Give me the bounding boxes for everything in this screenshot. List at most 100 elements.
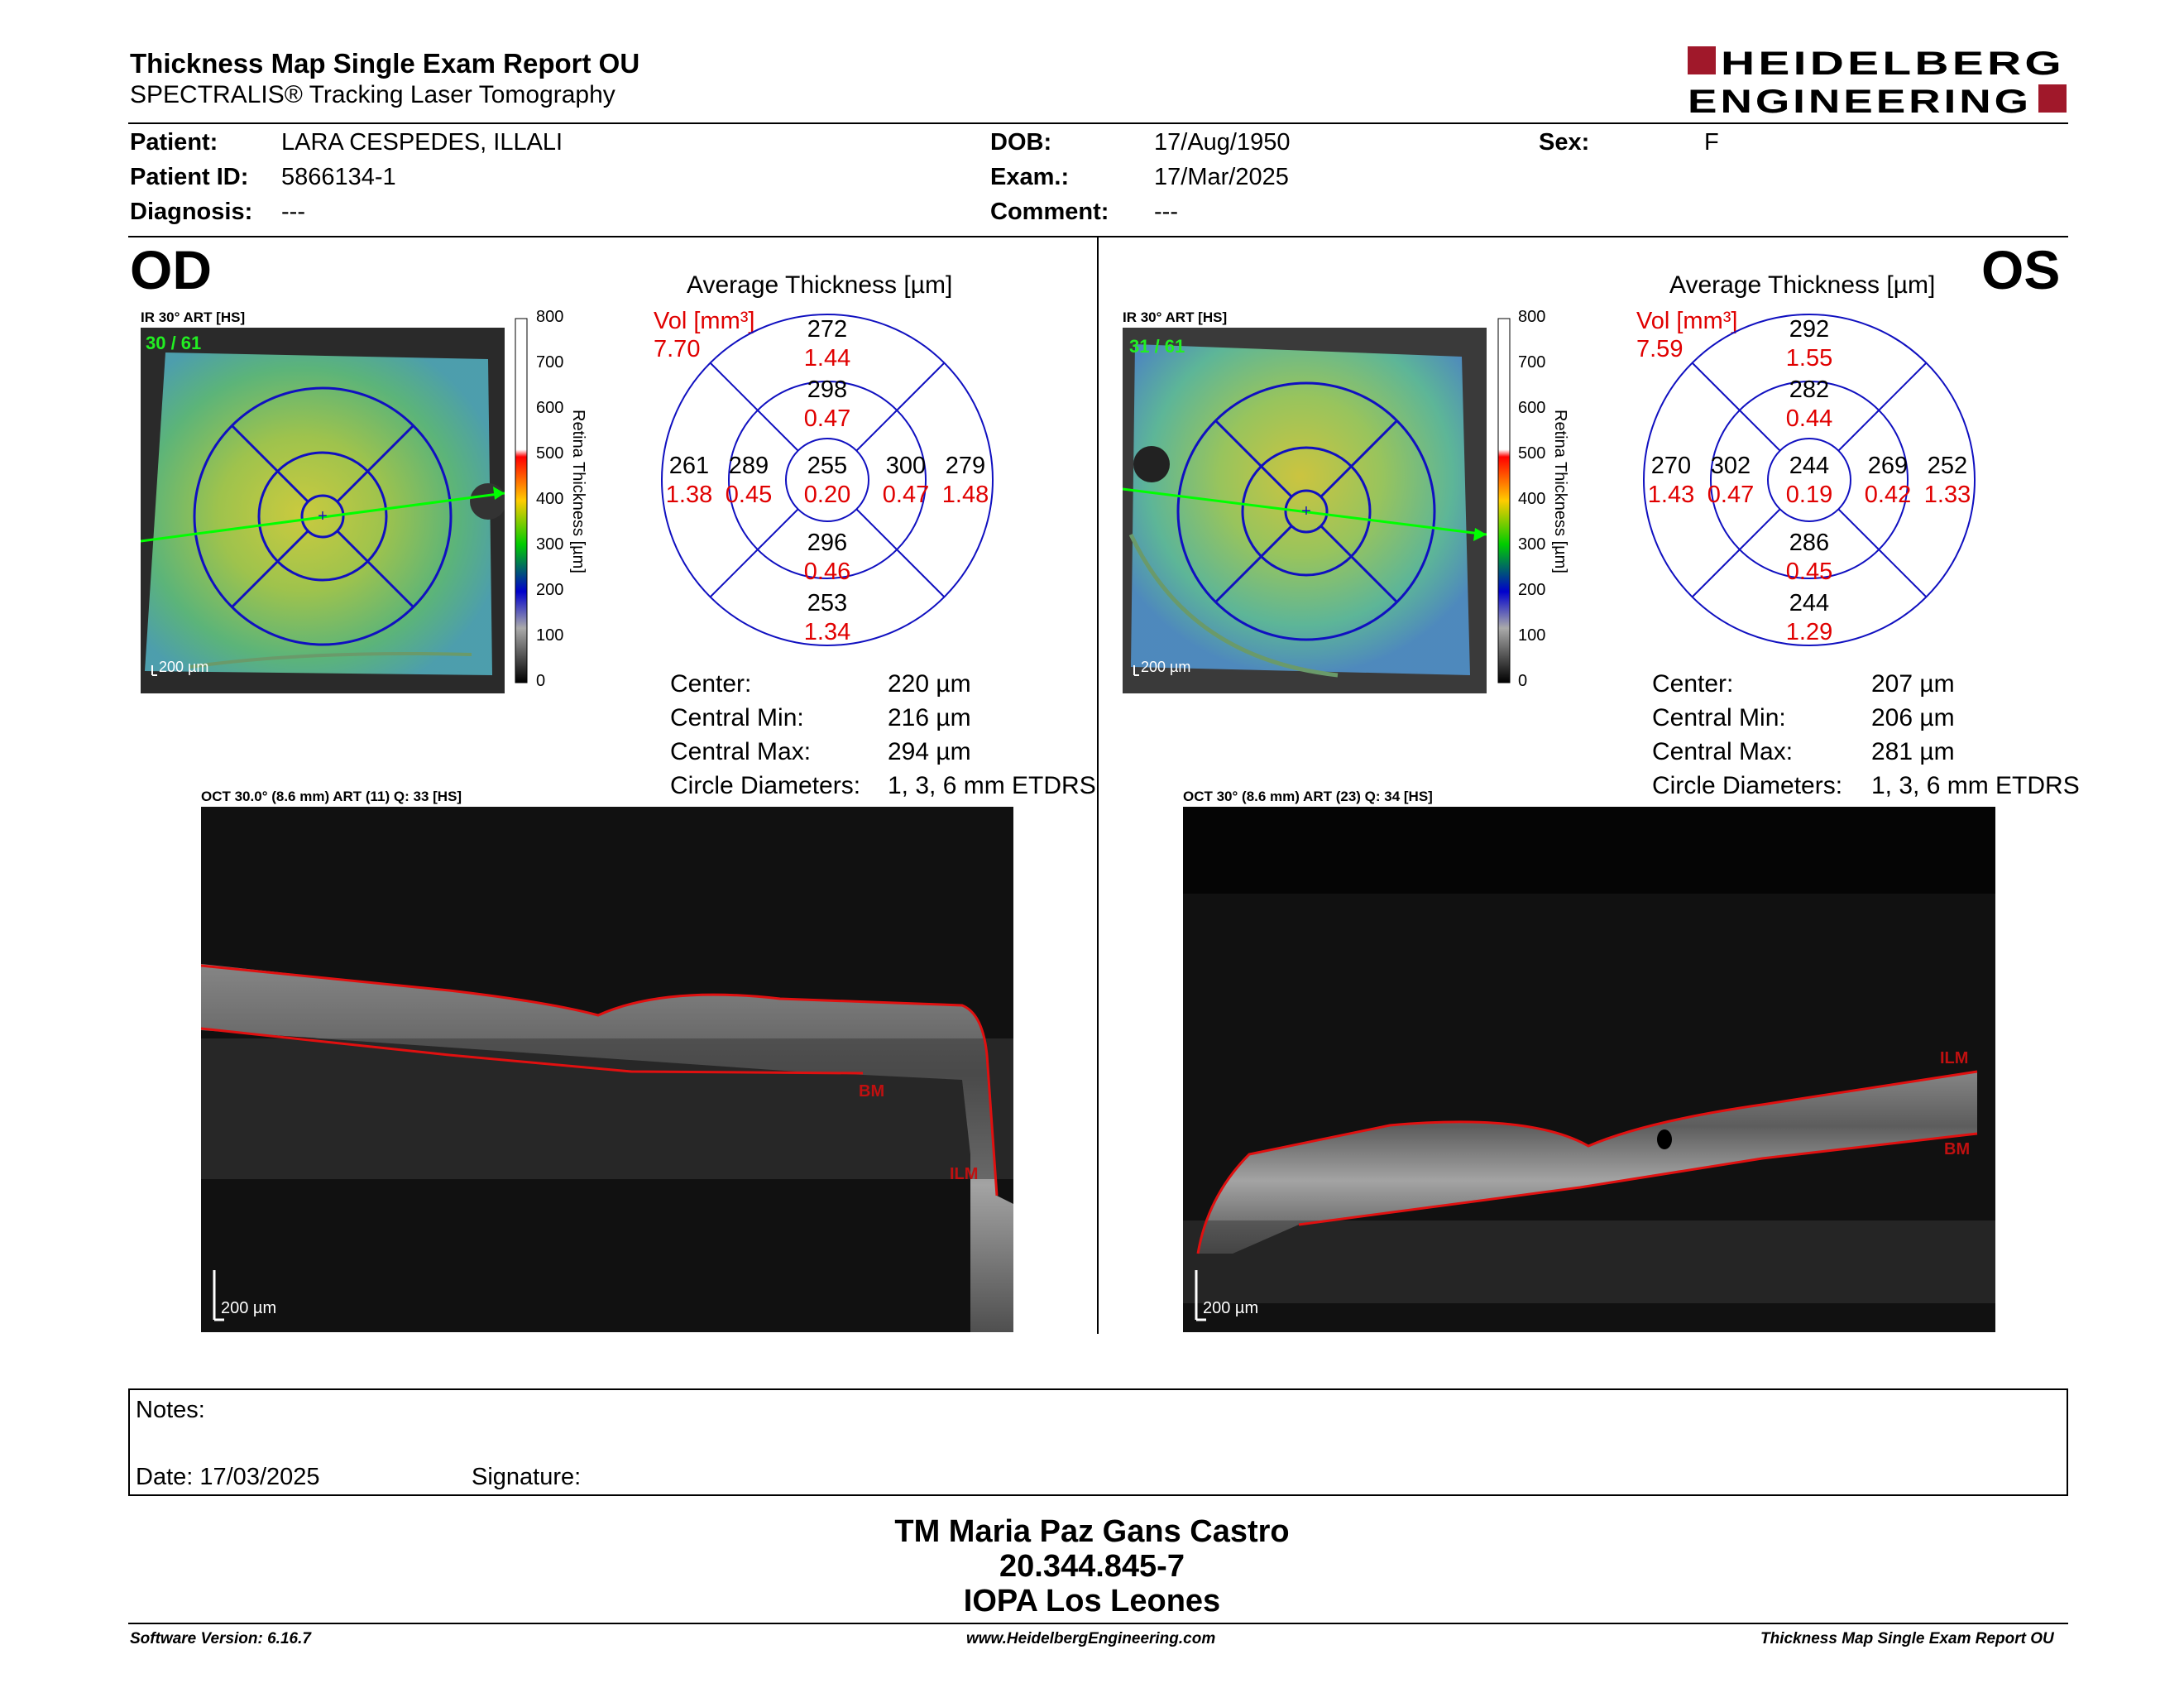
od-avg-thickness-title: Average Thickness [µm]	[687, 271, 953, 299]
dob-value: 17/Aug/1950	[1154, 129, 1291, 156]
od-circle-diameters-value: 1, 3, 6 mm ETDRS	[888, 772, 1096, 799]
signature-id: 20.344.845-7	[999, 1549, 1185, 1584]
os-inner-right-vol: 0.42	[1865, 482, 1911, 508]
patient-label: Patient:	[130, 129, 218, 156]
os-inner-left-thickness: 302	[1711, 453, 1751, 479]
os-center-label: Center:	[1652, 670, 1734, 698]
os-inner-right-thickness: 269	[1868, 453, 1908, 479]
os-oct-ilm-label: ILM	[1940, 1049, 1968, 1067]
os-oct-scale: 200 µm	[1203, 1299, 1258, 1317]
od-vol-label: Vol [mm³]	[654, 308, 755, 334]
os-outer-left-thickness: 270	[1651, 453, 1691, 479]
notes-box[interactable]	[128, 1388, 2068, 1496]
os-central-max-value: 281 µm	[1871, 738, 1955, 765]
os-outer-left-vol: 1.43	[1648, 482, 1694, 508]
footer-divider	[128, 1623, 2068, 1624]
comment-label: Comment:	[990, 199, 1109, 225]
od-center-vol: 0.20	[804, 482, 850, 508]
os-circle-diameters-label: Circle Diameters:	[1652, 772, 1843, 799]
diagnosis-label: Diagnosis:	[130, 199, 253, 225]
os-central-min-value: 206 µm	[1871, 704, 1955, 731]
footer-software-version: Software Version: 6.16.7	[130, 1630, 311, 1647]
od-eye-label: OD	[130, 239, 212, 300]
od-central-min-value: 216 µm	[888, 704, 971, 731]
od-outer-right-vol: 1.48	[942, 482, 989, 508]
os-oct-title: OCT 30° (8.6 mm) ART (23) Q: 34 [HS]	[1183, 789, 1433, 804]
os-center-value: 207 µm	[1871, 670, 1955, 698]
od-oct-bm-label: BM	[859, 1082, 884, 1101]
od-central-max-value: 294 µm	[888, 738, 971, 765]
os-color-scale-bar	[1497, 318, 1511, 683]
logo-line-1: HEIDELBERG	[1721, 46, 2065, 82]
od-etdrs-grid: 272 1.44 298 0.47 255 0.20 289 0.45 300 …	[658, 310, 997, 650]
od-scale-tick-200: 200	[536, 581, 564, 599]
od-oct-scale: 200 µm	[221, 1299, 276, 1317]
os-etdrs-grid: 292 1.55 282 0.44 244 0.19 302 0.47 269 …	[1640, 310, 1979, 650]
os-scale-tick-800: 800	[1518, 308, 1546, 326]
od-scale-tick-500: 500	[536, 444, 564, 463]
signature-institution: IOPA Los Leones	[963, 1584, 1221, 1618]
od-center-cross: +	[318, 507, 328, 525]
od-scale-tick-0: 0	[536, 672, 546, 690]
os-center-vol: 0.19	[1786, 482, 1832, 508]
footer-website[interactable]: www.HeidelbergEngineering.com	[966, 1630, 1216, 1647]
os-scale-bar: 200 µm	[1141, 659, 1190, 675]
exam-value: 17/Mar/2025	[1154, 164, 1289, 190]
os-inner-sup-vol: 0.44	[1786, 405, 1832, 432]
os-scale-tick-400: 400	[1518, 490, 1546, 508]
od-outer-sup-thickness: 272	[807, 316, 847, 343]
center-divider	[1097, 237, 1099, 1334]
od-inner-sup-vol: 0.47	[804, 405, 850, 432]
report-subtitle: SPECTRALIS® Tracking Laser Tomography	[130, 81, 615, 108]
od-inner-left-vol: 0.45	[726, 482, 772, 508]
od-oct-title: OCT 30.0° (8.6 mm) ART (11) Q: 33 [HS]	[201, 789, 462, 804]
os-eye-label: OS	[1981, 239, 2061, 300]
os-inner-inf-thickness: 286	[1789, 530, 1829, 556]
od-outer-sup-vol: 1.44	[804, 345, 850, 372]
od-oct-bscan-image: BM ILM 200 µm	[200, 807, 1013, 1332]
sex-label: Sex:	[1539, 129, 1590, 156]
os-frame-counter: 31 / 61	[1129, 336, 1185, 357]
od-scale-tick-400: 400	[536, 490, 564, 508]
os-scale-tick-100: 100	[1518, 626, 1546, 645]
footer-report-name: Thickness Map Single Exam Report OU	[1760, 1630, 2054, 1647]
od-center-thickness: 255	[807, 453, 847, 479]
os-scale-tick-700: 700	[1518, 353, 1546, 372]
os-scale-tick-0: 0	[1518, 672, 1528, 690]
os-central-min-label: Central Min:	[1652, 704, 1786, 731]
os-thickness-map-image: + 31 / 61 200 µm	[1123, 328, 1487, 693]
od-outer-inf-thickness: 253	[807, 590, 847, 616]
od-outer-left-vol: 1.38	[666, 482, 712, 508]
os-outer-sup-thickness: 292	[1789, 316, 1829, 343]
os-circle-diameters-value: 1, 3, 6 mm ETDRS	[1871, 772, 2080, 799]
os-scale-label: Retina Thickness [µm]	[1551, 410, 1569, 573]
os-vol-total: 7.59	[1636, 336, 1684, 362]
od-scale-label: Retina Thickness [µm]	[569, 410, 587, 573]
sex-value: F	[1704, 129, 1719, 156]
od-center-label: Center:	[670, 670, 752, 698]
os-ir-title: IR 30° ART [HS]	[1123, 309, 1228, 325]
logo-line-2: ENGINEERING	[1688, 84, 2032, 119]
os-vol-label: Vol [mm³]	[1636, 308, 1738, 334]
od-central-min-label: Central Min:	[670, 704, 804, 731]
os-scale-tick-200: 200	[1518, 581, 1546, 599]
od-inner-inf-vol: 0.46	[804, 559, 850, 585]
notes-date: Date: 17/03/2025	[136, 1464, 320, 1490]
od-ir-title: IR 30° ART [HS]	[141, 309, 246, 325]
signature-name: TM Maria Paz Gans Castro	[894, 1514, 1290, 1549]
od-scale-tick-800: 800	[536, 308, 564, 326]
diagnosis-value: ---	[281, 199, 305, 225]
os-oct-bm-label: BM	[1944, 1140, 1970, 1158]
od-color-scale-bar	[515, 318, 528, 683]
od-scale-tick-700: 700	[536, 353, 564, 372]
patient-id-label: Patient ID:	[130, 164, 249, 190]
od-outer-right-thickness: 279	[946, 453, 985, 479]
od-scale-bar: 200 µm	[159, 659, 208, 675]
dob-label: DOB:	[990, 129, 1052, 156]
od-center-value: 220 µm	[888, 670, 971, 698]
os-scale-tick-600: 600	[1518, 399, 1546, 417]
os-outer-right-vol: 1.33	[1924, 482, 1971, 508]
os-outer-inf-vol: 1.29	[1786, 619, 1832, 645]
os-inner-sup-thickness: 282	[1789, 376, 1829, 403]
od-frame-counter: 30 / 61	[146, 333, 201, 353]
